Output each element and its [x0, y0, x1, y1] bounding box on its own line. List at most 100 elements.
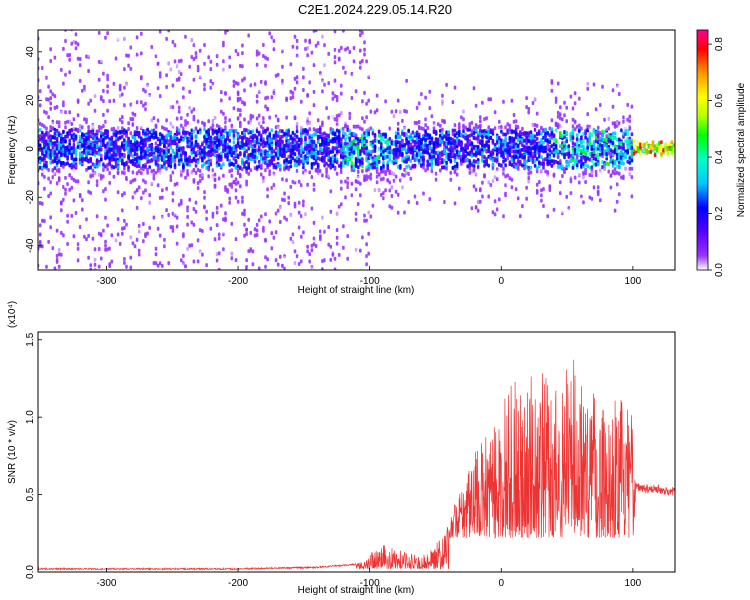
spectrogram-cell	[285, 165, 288, 170]
spectrogram-cell	[127, 140, 130, 145]
spectrogram-cell	[346, 128, 349, 132]
spectrogram-cell	[38, 201, 42, 205]
spectrogram-cell	[352, 249, 356, 254]
spectrogram-cell	[217, 158, 221, 163]
spectrogram-cell	[194, 139, 198, 144]
spectrogram-cell	[321, 169, 324, 174]
spectrogram-cell	[451, 141, 455, 146]
spectrogram-cell	[146, 155, 149, 160]
spectrogram-cell	[249, 168, 253, 173]
spectrogram-cell	[239, 108, 242, 113]
spectrogram-cell	[78, 211, 82, 216]
spectrogram-cell	[276, 149, 280, 154]
spectrogram-cell	[64, 187, 67, 192]
spectrogram-cell	[386, 178, 389, 183]
spectrogram-cell	[272, 47, 276, 52]
spectrogram-cell	[359, 139, 362, 144]
spectrogram-cell	[319, 234, 322, 239]
spectrogram-cell	[329, 172, 333, 177]
spectrogram-cell	[102, 162, 105, 167]
spectrogram-cell	[152, 168, 156, 173]
spectrogram-cell	[85, 178, 88, 183]
spectrogram-cell	[264, 81, 267, 86]
spectrogram-cell	[234, 144, 238, 149]
spectrogram-cell	[102, 138, 105, 143]
spectrogram-cell	[87, 255, 90, 260]
spectrogram-cell	[108, 171, 111, 176]
spectrogram-cell	[302, 181, 305, 186]
spectrogram-cell	[118, 38, 122, 43]
spectrogram-cell	[236, 155, 240, 159]
spectrogram-cell	[133, 143, 137, 148]
spectrogram-cell	[45, 97, 48, 102]
spectrogram-cell	[264, 161, 267, 165]
spectrogram-cell	[68, 150, 71, 155]
spectrogram-cell	[236, 141, 240, 145]
spectrogram-cell	[335, 181, 339, 186]
spectrogram-cell	[47, 131, 50, 136]
spectrogram-cell	[306, 93, 309, 97]
spectrogram-cell	[344, 115, 347, 120]
spectrogram-cell	[144, 232, 147, 237]
spectrogram-cell	[123, 30, 126, 34]
spectrogram-cell	[140, 75, 143, 80]
spectrogram-cell	[154, 51, 158, 55]
spectrogram-cell	[314, 43, 318, 48]
spectrogram-cell	[226, 253, 229, 257]
spectrogram-cell	[329, 130, 333, 135]
spectrogram-cell	[396, 164, 400, 169]
spectrogram-cell	[340, 111, 343, 115]
spectrogram-cell	[211, 175, 215, 179]
spectrogram-cell	[300, 259, 303, 264]
spectrogram-cell	[131, 170, 135, 175]
spectrogram-cell	[97, 45, 101, 50]
spectrogram-cell	[205, 240, 208, 245]
spectrogram-cell	[228, 87, 231, 91]
spectrogram-cell	[319, 150, 322, 155]
spectrogram-cell	[308, 149, 311, 154]
spectrogram-cell	[316, 32, 320, 37]
spectrogram-cell	[72, 117, 76, 122]
spectrogram-cell	[241, 211, 244, 216]
spectrogram-cell	[287, 167, 290, 172]
spectrogram-cell	[453, 145, 457, 150]
spectrogram-cell	[116, 37, 120, 42]
spectrogram-cell	[144, 89, 147, 94]
spectrogram-cell	[228, 169, 231, 174]
spectrogram-cell	[102, 88, 105, 93]
spectrogram-cell	[367, 221, 370, 225]
spectrogram-cell	[283, 159, 286, 164]
spectrogram-cell	[453, 85, 457, 90]
spectrogram-cell	[302, 155, 305, 160]
spectrogram-cell	[87, 180, 90, 185]
spectrogram-cell	[91, 73, 95, 78]
spectrogram-cell	[38, 127, 42, 132]
spectrogram-cell	[415, 93, 419, 98]
spectrogram-cell	[228, 178, 231, 183]
spectrogram-cell	[335, 125, 339, 130]
spectrogram-cell	[285, 98, 288, 102]
spectrogram-cell	[91, 222, 95, 227]
spectrogram-cell	[41, 244, 44, 249]
spectrogram-cell	[104, 174, 107, 179]
spectrogram-cell	[142, 144, 145, 149]
spectrogram-cell	[293, 133, 297, 137]
spectrogram-cell	[118, 135, 122, 140]
spectrogram-cell	[129, 235, 133, 240]
spectrogram-cell	[224, 147, 227, 152]
spectrogram-cell	[142, 87, 145, 92]
spectrogram-cell	[316, 139, 320, 144]
spectrogram-cell	[361, 30, 364, 35]
spectrogram-cell	[78, 151, 82, 156]
spectrogram-cell	[205, 129, 208, 134]
spectrogram-cell	[403, 120, 406, 125]
spectrogram-cell	[394, 147, 398, 152]
spectrogram-cell	[55, 153, 59, 158]
spectrogram-cell	[460, 147, 463, 152]
spectrogram-cell	[241, 43, 244, 48]
spectrogram-cell	[386, 182, 389, 187]
spectrogram-cell	[316, 150, 320, 155]
spectrogram-cell	[453, 128, 457, 133]
spectrogram-cell	[279, 137, 282, 142]
spectrogram-cell	[264, 153, 267, 158]
